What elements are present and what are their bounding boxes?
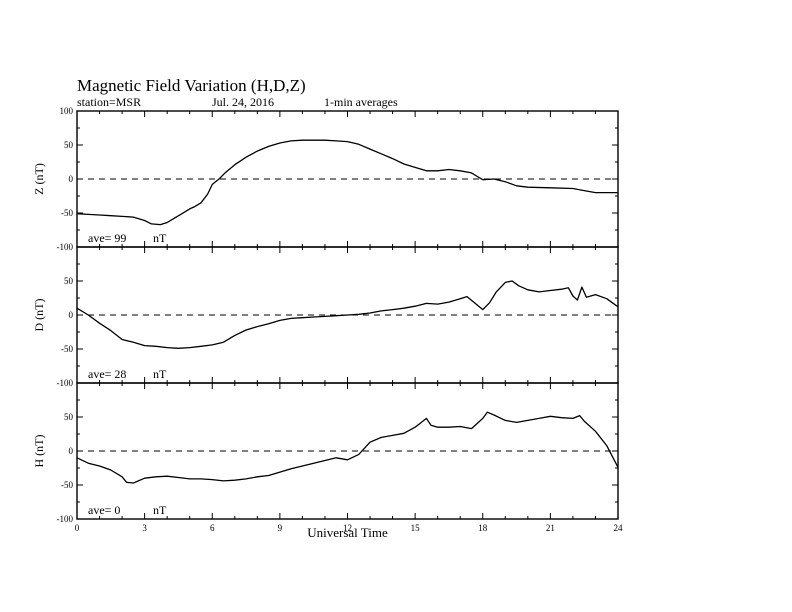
date-label: Jul. 24, 2016	[212, 95, 275, 109]
ave-label-d: ave= 28	[88, 367, 126, 381]
station-label: station=MSR	[77, 95, 142, 109]
ave-unit-d: nT	[153, 367, 167, 381]
y-tick-label-z: -100	[57, 242, 74, 252]
ave-label-h: ave= 0	[88, 503, 120, 517]
x-axis-label: Universal Time	[307, 525, 388, 540]
resolution-label: 1-min averages	[324, 95, 398, 109]
y-tick-label-z: 100	[60, 106, 74, 116]
y-tick-label-d: 50	[64, 276, 74, 286]
y-axis-label-z: Z (nT)	[32, 163, 46, 195]
x-tick-label: 12	[343, 523, 352, 533]
y-axis-label-d: D (nT)	[32, 299, 46, 332]
y-tick-label-d: -100	[57, 378, 74, 388]
x-tick-label: 21	[546, 523, 555, 533]
x-tick-label: 6	[210, 523, 215, 533]
y-tick-label-h: -50	[61, 480, 73, 490]
y-axis-label-h: H (nT)	[32, 435, 46, 468]
series-line-h	[76, 411, 619, 484]
y-tick-label-h: 50	[64, 412, 74, 422]
series-line-d	[76, 280, 619, 349]
y-tick-label-h: 0	[69, 446, 74, 456]
ave-unit-z: nT	[153, 231, 167, 245]
x-tick-label: 3	[142, 523, 147, 533]
x-tick-label: 0	[75, 523, 80, 533]
ave-unit-h: nT	[153, 503, 167, 517]
y-tick-label-h: -100	[57, 514, 74, 524]
x-tick-label: 9	[278, 523, 283, 533]
series-line-z	[76, 139, 618, 226]
x-tick-label: 18	[478, 523, 488, 533]
x-tick-label: 24	[614, 523, 624, 533]
y-tick-label-z: 50	[64, 140, 74, 150]
chart-title: Magnetic Field Variation (H,D,Z)	[77, 76, 306, 95]
y-tick-label-z: 0	[69, 174, 74, 184]
y-tick-label-d: 0	[69, 310, 74, 320]
y-tick-label-d: -50	[61, 344, 73, 354]
x-tick-label: 15	[411, 523, 421, 533]
y-tick-label-z: -50	[61, 208, 73, 218]
ave-label-z: ave= 99	[88, 231, 126, 245]
